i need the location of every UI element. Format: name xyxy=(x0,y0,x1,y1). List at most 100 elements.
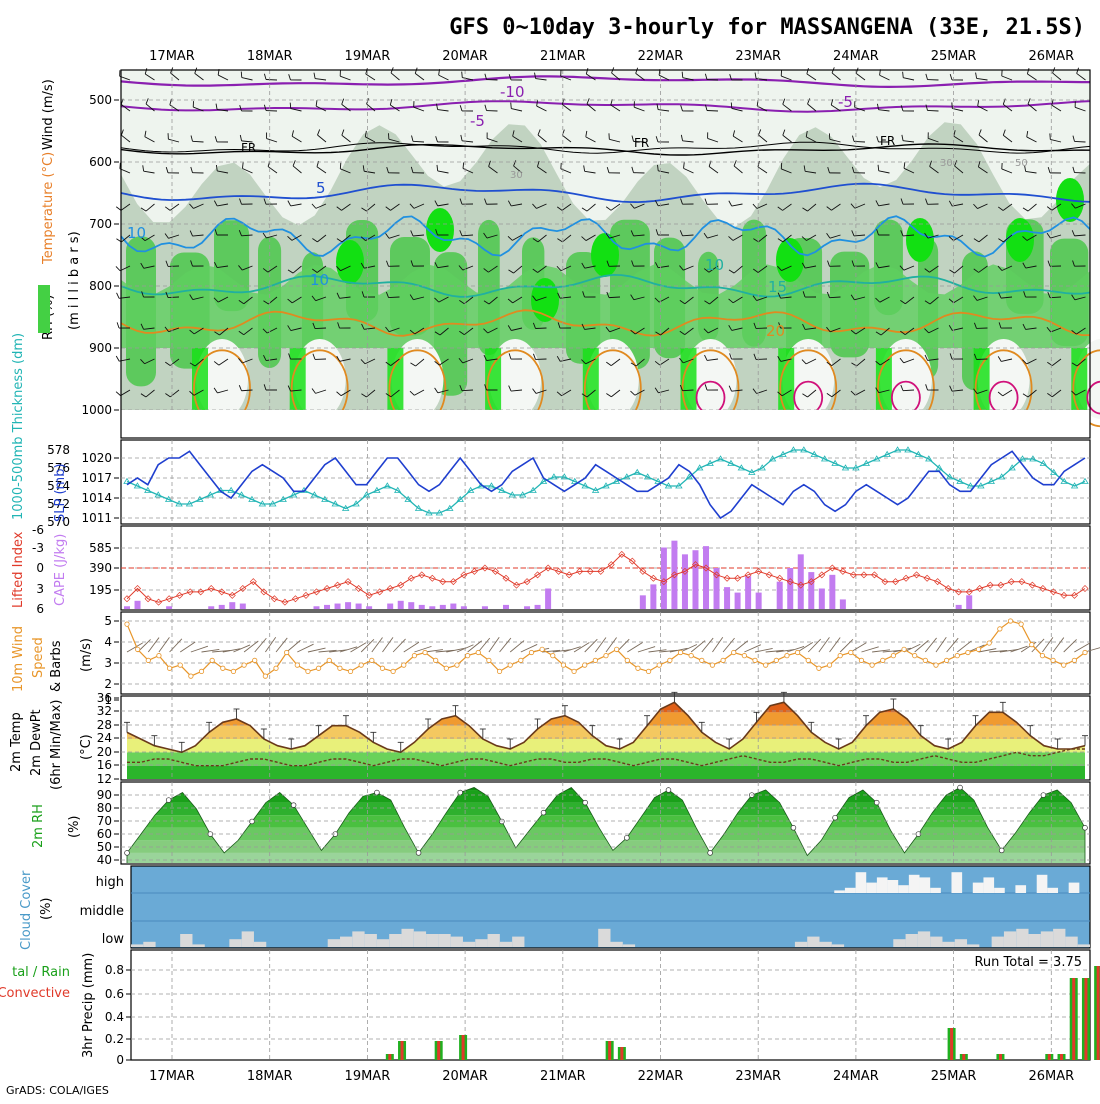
cloud-low-bar xyxy=(463,942,475,947)
cloud-low-bar xyxy=(942,942,954,947)
tick-label: 700 xyxy=(89,217,112,231)
top-date-label: 26MAR xyxy=(1028,49,1074,64)
wind-speed-point xyxy=(998,627,1002,631)
cloud-low-bar xyxy=(832,944,844,947)
wind-speed-point xyxy=(242,663,246,667)
cape-bar xyxy=(398,601,404,609)
wind-barb-flag xyxy=(682,72,683,78)
wind-speed-point xyxy=(721,658,725,662)
cloud-high-bar xyxy=(930,888,941,893)
cloud-high-bar xyxy=(1037,875,1048,893)
wind-speed-point xyxy=(1019,622,1023,626)
rh-point xyxy=(1083,825,1088,830)
wind-speed-point xyxy=(774,658,778,662)
rh-point xyxy=(375,790,380,795)
wind-speed-point xyxy=(966,650,970,654)
precip-axis: 0.80.60.40.20 xyxy=(105,963,131,1067)
cape-bar xyxy=(124,606,130,609)
wind-speed-point xyxy=(753,658,757,662)
cloud-low-bar xyxy=(365,934,377,947)
tick-label: 32 xyxy=(97,704,112,718)
cloud-low-bar xyxy=(611,942,623,947)
wind-speed-point xyxy=(221,666,225,670)
wind-speed-point xyxy=(465,653,469,657)
wind-speed-point xyxy=(689,653,693,657)
rh-point xyxy=(166,798,171,803)
wind-speed-point xyxy=(327,658,331,662)
cloud-high-bar xyxy=(909,875,920,893)
tick-label: 90 xyxy=(97,788,112,802)
cape-bar xyxy=(787,568,793,609)
wind-speed-point xyxy=(370,658,374,662)
cloud-low-bar xyxy=(1016,929,1028,947)
tick-label: 0.6 xyxy=(105,987,124,1001)
cloud-low-bar xyxy=(807,937,819,947)
precip-legend-conv: Convective xyxy=(0,986,70,1001)
wind-speed-point xyxy=(444,666,448,670)
rh-point xyxy=(125,851,130,856)
rh-point xyxy=(416,851,421,856)
bottom-date-label: 25MAR xyxy=(931,1069,977,1084)
wind-barb-staff xyxy=(536,328,547,329)
slp-panel-frame xyxy=(121,440,1090,524)
wind-speed-point xyxy=(1072,658,1076,662)
wind10-label-c: & Barbs xyxy=(49,640,64,692)
wind-barb-staff xyxy=(315,328,326,329)
below-surface-blank xyxy=(121,410,1090,438)
tick-label: 24 xyxy=(97,731,112,745)
wind-speed-point xyxy=(912,653,916,657)
contour-label-fr-a: FR xyxy=(241,141,256,155)
top-date-label: 20MAR xyxy=(442,49,488,64)
wind-speed-point xyxy=(732,650,736,654)
bottom-date-label: 24MAR xyxy=(833,1069,879,1084)
tick-label: 1014 xyxy=(81,491,112,505)
cape-bar xyxy=(461,606,467,609)
wind-speed-point xyxy=(167,666,171,670)
rh-point xyxy=(999,848,1004,853)
rh-point xyxy=(624,835,629,840)
top-date-label: 25MAR xyxy=(931,49,977,64)
wind-speed-point xyxy=(423,650,427,654)
cloud-low-bar xyxy=(906,934,918,947)
wind-speed-point xyxy=(231,669,235,673)
rh-point xyxy=(958,785,963,790)
top-date-label: 19MAR xyxy=(345,49,391,64)
li-tick-label: 3 xyxy=(36,582,44,596)
precip-conv-bar xyxy=(388,1054,391,1060)
contour-label-10a: 10 xyxy=(127,224,146,242)
wind-barb-staff xyxy=(707,110,718,111)
li-tick-label: 6 xyxy=(36,602,44,616)
wind-barb-flag xyxy=(117,322,119,328)
wind-speed-point xyxy=(253,658,257,662)
contour-label-fr-b: FR xyxy=(634,136,649,150)
wind-speed-point xyxy=(668,658,672,662)
cloud-low-bar xyxy=(143,942,155,947)
precip-conv-bar xyxy=(608,1041,611,1060)
contour-label-10b: 10 xyxy=(310,271,329,289)
upper-left-labels: RH (%) Temperature (°C) Wind (m/s) (m i … xyxy=(38,79,82,340)
cape-bar xyxy=(819,589,825,610)
cape-bar xyxy=(682,554,688,609)
wind-speed-point xyxy=(210,658,214,662)
wind-speed-point xyxy=(338,666,342,670)
wind-speed-point xyxy=(604,653,608,657)
cape-bar xyxy=(966,595,972,609)
chart-title: GFS 0~10day 3-hourly for MASSANGENA (33E… xyxy=(449,15,1085,40)
rh-core xyxy=(426,208,454,252)
wind-barb-staff xyxy=(609,297,620,298)
wind-barb-flag xyxy=(116,266,120,270)
tick-label: 70 xyxy=(97,814,112,828)
wind-speed-point xyxy=(1062,663,1066,667)
tick-label: 1000 xyxy=(81,403,112,417)
wind-speed-point xyxy=(1040,653,1044,657)
cloud-low-bar xyxy=(1065,937,1077,947)
cloud-low-bar xyxy=(377,939,389,947)
wind-barb-staff xyxy=(168,297,179,298)
cloud-low-bar xyxy=(623,944,635,947)
cape-bar xyxy=(756,593,762,609)
